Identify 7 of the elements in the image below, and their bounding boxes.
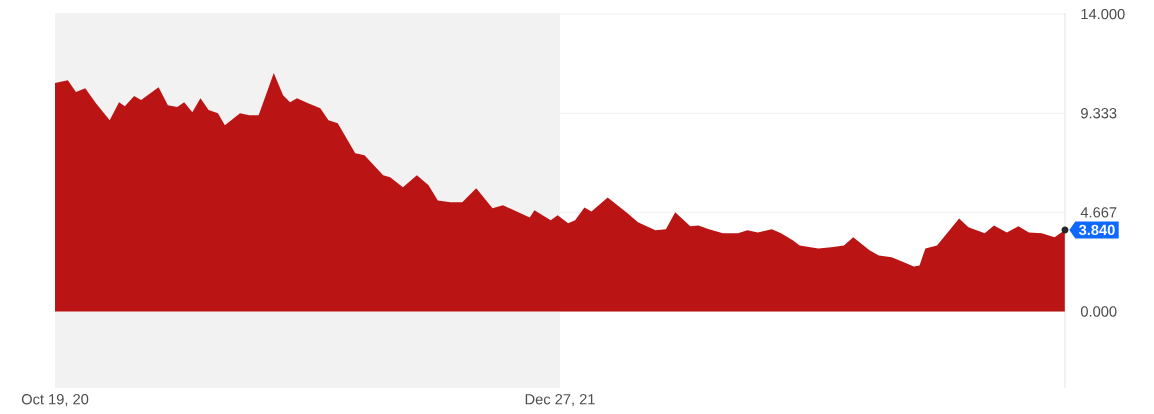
y-tick-label: 9.333	[1081, 108, 1117, 119]
x-tick-label: Dec 27, 21	[525, 394, 595, 407]
annotation: 3.840	[1078, 224, 1115, 236]
y-tick-label: 4.667	[1080, 207, 1117, 218]
y-tick-label: 14.000	[1081, 8, 1125, 20]
x-tick-label: Oct 19, 20	[21, 394, 89, 407]
y-tick-label: 0.000	[1080, 306, 1117, 317]
